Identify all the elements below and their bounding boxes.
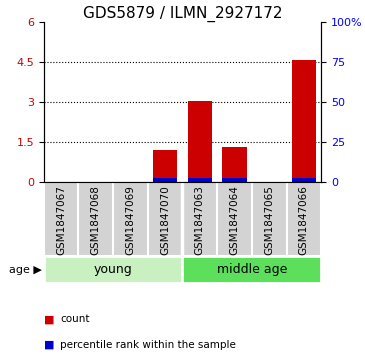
Bar: [292, 61, 316, 182]
Bar: [222, 147, 247, 182]
Bar: [78, 182, 113, 257]
Bar: [217, 182, 252, 257]
Bar: [153, 178, 177, 182]
Text: count: count: [60, 314, 90, 325]
Text: ■: ■: [44, 314, 54, 325]
Bar: [188, 178, 212, 182]
Text: GSM1847063: GSM1847063: [195, 185, 205, 255]
Bar: [182, 182, 217, 257]
Bar: [44, 182, 78, 257]
Text: GSM1847066: GSM1847066: [299, 185, 309, 255]
Text: GSM1847065: GSM1847065: [264, 185, 274, 255]
Text: ■: ■: [44, 340, 54, 350]
Text: GSM1847068: GSM1847068: [91, 185, 101, 255]
Bar: [252, 182, 287, 257]
Bar: [182, 257, 321, 283]
Bar: [153, 150, 177, 182]
Bar: [44, 257, 182, 283]
Text: GSM1847069: GSM1847069: [126, 185, 135, 255]
Bar: [113, 182, 148, 257]
Bar: [148, 182, 182, 257]
Text: percentile rank within the sample: percentile rank within the sample: [60, 340, 236, 350]
Text: age ▶: age ▶: [9, 265, 42, 275]
Text: young: young: [94, 263, 132, 276]
Text: middle age: middle age: [217, 263, 287, 276]
Text: GSM1847064: GSM1847064: [230, 185, 239, 255]
Title: GDS5879 / ILMN_2927172: GDS5879 / ILMN_2927172: [83, 5, 282, 22]
Text: GSM1847070: GSM1847070: [160, 185, 170, 254]
Bar: [188, 101, 212, 182]
Bar: [287, 182, 321, 257]
Bar: [222, 178, 247, 182]
Text: GSM1847067: GSM1847067: [56, 185, 66, 255]
Bar: [292, 178, 316, 182]
